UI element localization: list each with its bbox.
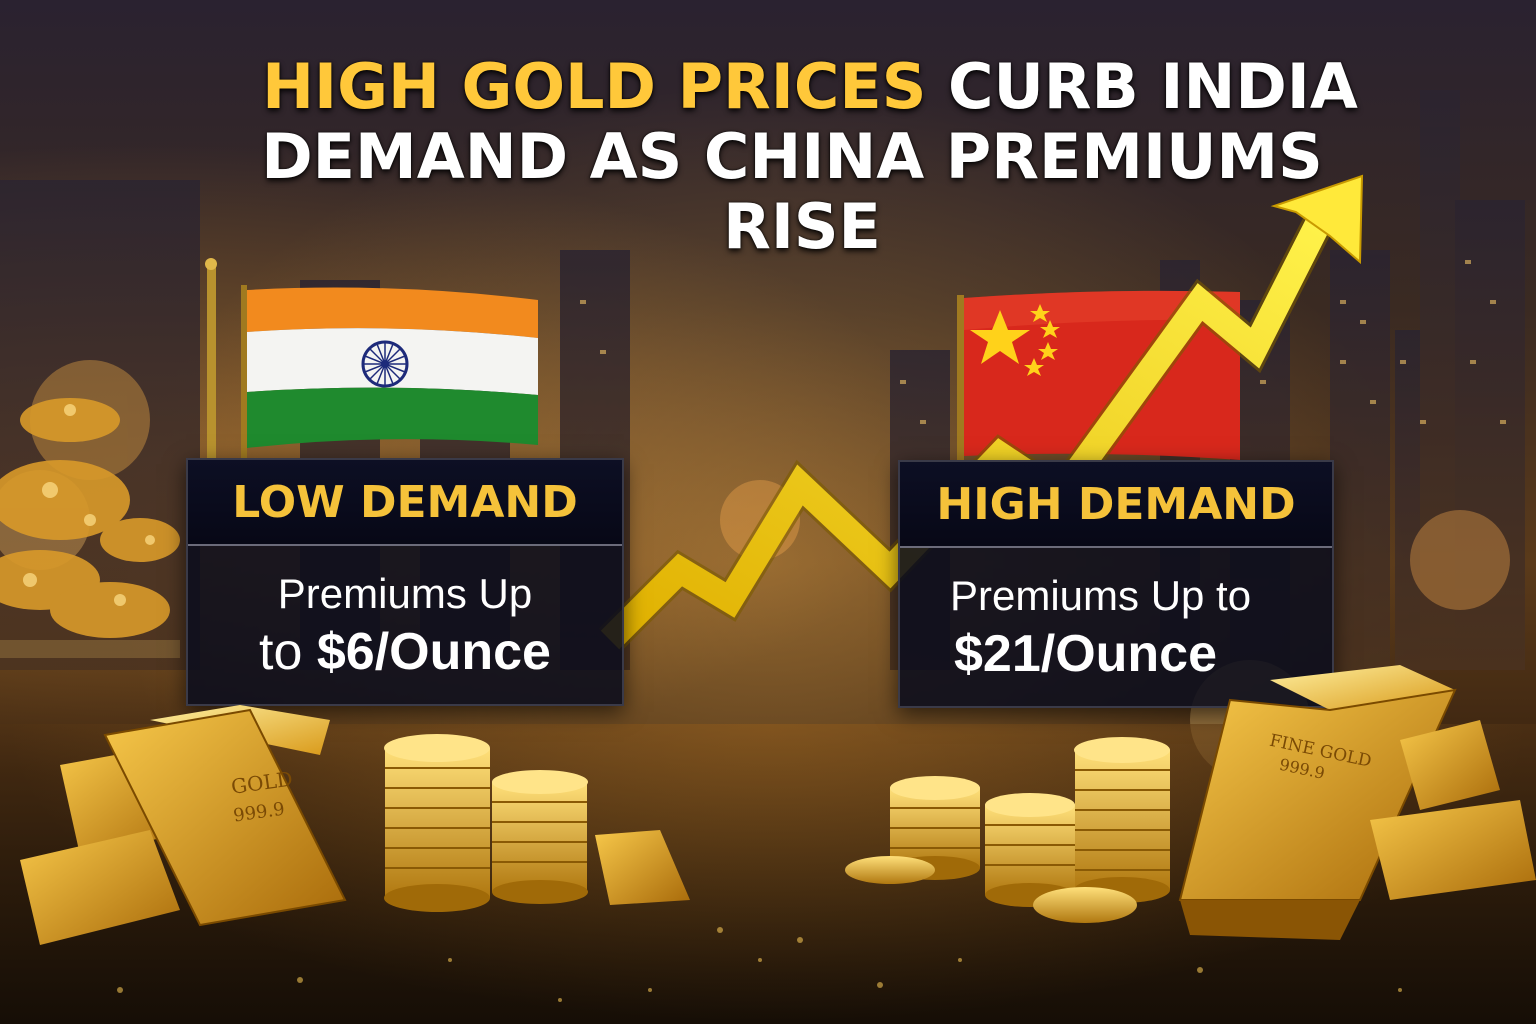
headline-line-2: DEMAND AS CHINA PREMIUMS [261,120,1323,193]
india-premium-line-1: Premiums Up [277,570,533,617]
china-demand-panel: HIGH DEMAND Premiums Up to $21/Ounce [898,460,1334,708]
india-demand-panel: LOW DEMAND Premiums Up to $6/Ounce [186,458,624,706]
india-premium-prefix: to [259,623,303,681]
gold-bar-icon [20,705,690,945]
india-premium-line-2: to $6/Ounce [188,620,622,684]
headline-line-3: RISE [723,190,881,263]
india-demand-heading: LOW DEMAND [188,460,622,546]
china-premium-value: $21/Ounce [954,625,1218,683]
headline-line-1: HIGH GOLD PRICES CURB INDIA [140,52,1480,122]
gold-bar-icon [1178,665,1536,940]
china-demand-heading: HIGH DEMAND [900,462,1332,548]
india-premium-text: Premiums Up to $6/Ounce [188,546,622,684]
china-premium-line-1: Premiums Up to [950,572,1252,619]
india-premium-value: $6/Ounce [316,623,551,681]
headline-highlight: HIGH GOLD PRICES [262,50,927,123]
headline: HIGH GOLD PRICES CURB INDIA DEMAND AS CH… [140,52,1480,262]
headline-rest: CURB INDIA [947,50,1358,123]
gold-coin-stack-icon [384,734,588,912]
china-premium-text: Premiums Up to $21/Ounce [900,548,1332,686]
gold-coin-stack-icon [845,737,1170,923]
